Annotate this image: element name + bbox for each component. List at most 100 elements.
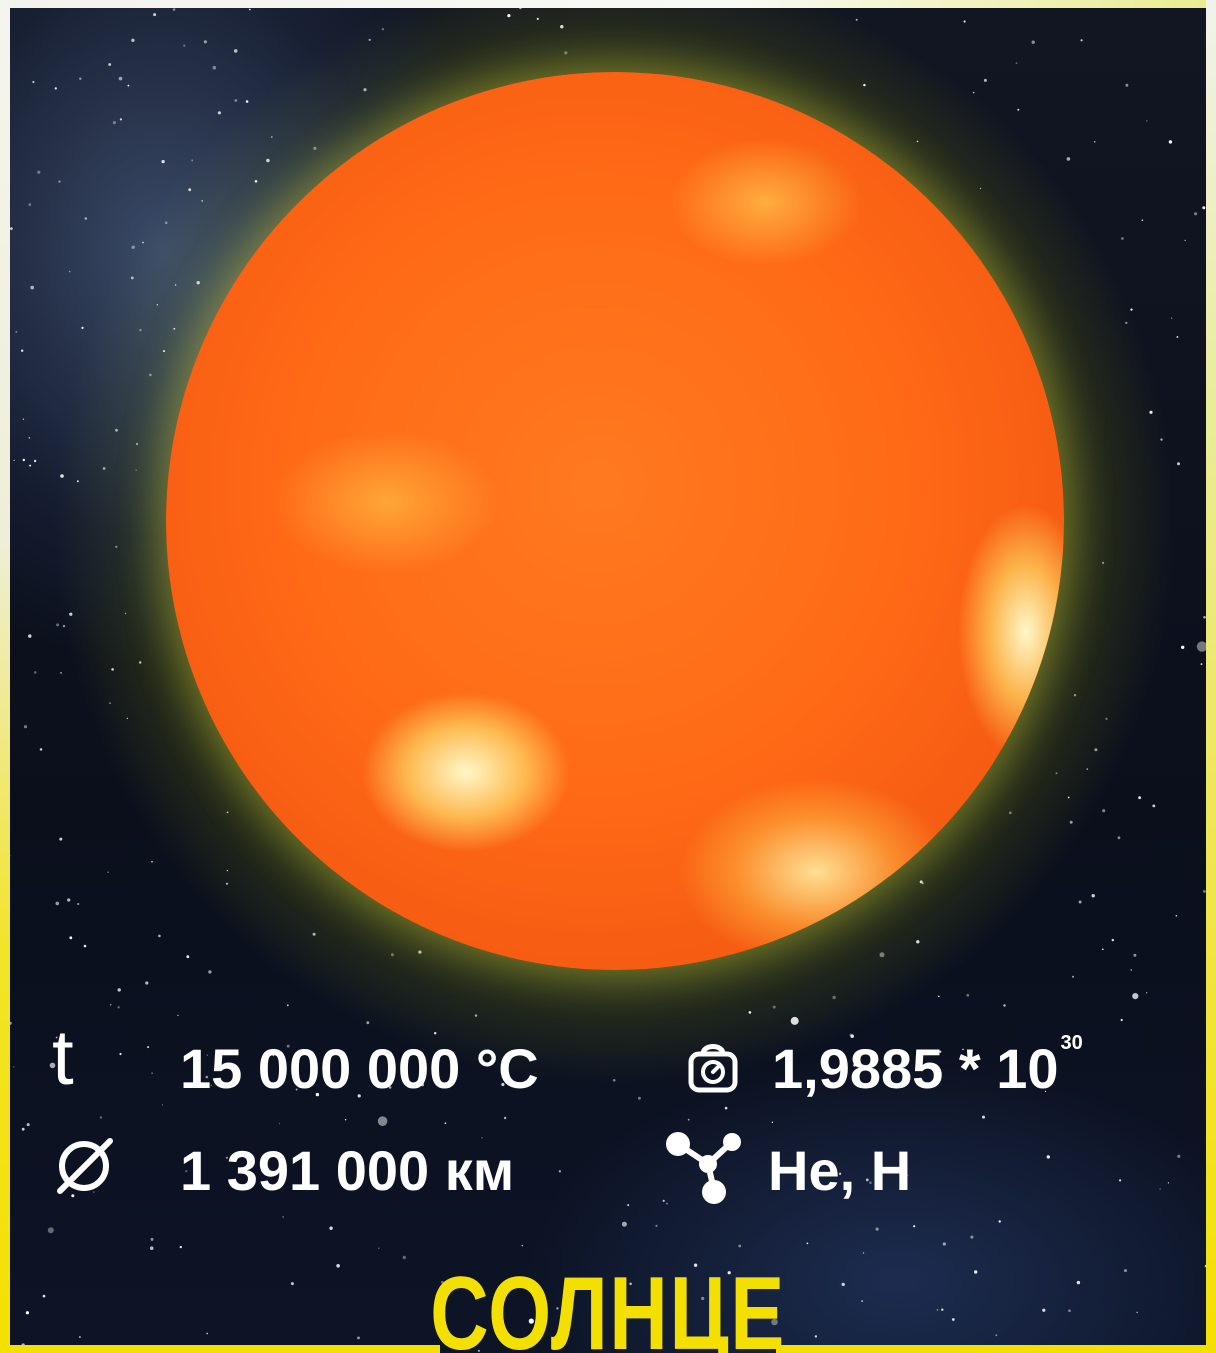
star [107,871,109,873]
star [344,1119,347,1121]
star [1125,321,1128,325]
star [1167,1182,1169,1184]
star [81,326,84,329]
star [234,99,238,102]
star [341,1178,344,1181]
star [1017,108,1020,111]
star [357,1336,360,1340]
star [1042,1308,1046,1312]
star [1102,809,1106,813]
star [218,1064,222,1068]
star [936,1309,939,1311]
star [217,111,221,115]
star [115,428,118,432]
composition-value: He, H [768,1139,912,1202]
star [724,1106,728,1110]
star [719,1339,723,1344]
diameter-value: 1 391 000 км [180,1139,515,1202]
star [117,988,121,992]
star [368,38,371,42]
star [76,480,79,483]
star [974,1270,978,1274]
star [233,49,238,53]
star [798,1181,801,1184]
star [849,1033,852,1037]
star [60,474,64,478]
star [1175,915,1178,917]
star [963,20,966,23]
star [621,1221,627,1227]
star [916,940,920,944]
star [135,442,139,446]
star [33,671,37,674]
star [629,1282,632,1286]
star [771,1121,774,1124]
star [995,1334,998,1337]
star [1170,317,1173,319]
star [142,241,144,244]
star [191,159,194,162]
star [174,284,177,286]
star [295,1088,298,1091]
star [381,28,385,31]
molecule-icon [666,1132,741,1204]
star [47,1227,54,1234]
star [434,1032,437,1035]
star [278,1123,281,1125]
star [84,217,88,220]
star [1066,157,1071,161]
star [481,1137,483,1139]
star [1168,140,1173,144]
star [177,1014,179,1017]
star [28,634,32,638]
star [156,304,158,306]
star [939,1050,942,1053]
star [839,1172,842,1175]
star [790,1016,799,1025]
star [1076,1280,1081,1285]
star [102,467,106,470]
star [1102,561,1105,565]
star [58,180,61,183]
star [108,63,112,66]
star [37,170,41,174]
star [1031,40,1035,44]
star [1117,836,1121,840]
star [507,14,511,18]
star [637,1096,641,1100]
star [1130,969,1133,971]
star [738,1244,742,1248]
star [71,1194,75,1198]
star [1069,820,1073,824]
star [226,869,229,872]
star [149,373,152,377]
star [151,1072,154,1075]
star [1009,811,1012,815]
star [59,837,63,841]
star [315,1092,320,1097]
star [68,270,71,273]
temperature-icon: t [52,1013,74,1101]
star [941,1308,944,1311]
star [312,932,316,936]
star [869,1181,872,1184]
star [33,459,37,463]
page-title: СОЛНЦЕ [430,1256,786,1353]
frame-left [0,0,10,1353]
star [687,1118,690,1121]
star [1176,336,1179,338]
frame-right [1206,0,1216,1353]
star [390,953,394,957]
star [329,1226,333,1230]
star [1141,219,1144,221]
star [1159,1188,1161,1190]
star [1177,1154,1181,1158]
star [83,944,87,948]
star [15,330,18,333]
star [131,38,135,42]
star [772,1005,776,1009]
star [282,1216,284,1218]
star [861,1300,864,1303]
star [357,1094,361,1098]
star [172,8,176,11]
